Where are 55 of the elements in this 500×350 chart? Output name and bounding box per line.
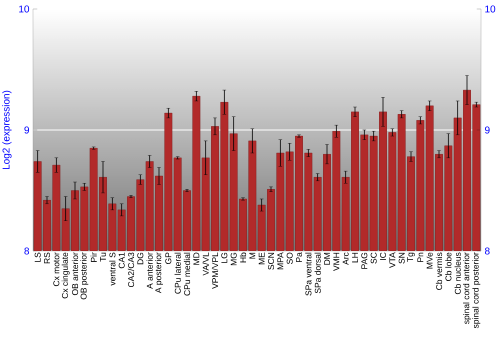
y-tick-label: 9 xyxy=(24,126,30,134)
x-tick-label: MG xyxy=(230,252,237,266)
x-tick-label: Tu xyxy=(100,252,106,262)
x-tick-label: Tg xyxy=(407,252,415,262)
x-tick-label: SN xyxy=(398,252,405,264)
x-tick-label: LG xyxy=(221,252,228,263)
x-tick-label: GP xyxy=(165,252,172,264)
x-tick-label: VMH xyxy=(333,252,340,271)
x-tick-label: CPu medial xyxy=(184,252,190,296)
x-tick-label: M xyxy=(249,252,256,259)
x-tick-label: SO xyxy=(286,252,293,264)
x-tick-label: Cx cingulate xyxy=(62,252,70,298)
y2-tick-label: 8 xyxy=(484,247,490,255)
x-tick-label: OB posterior xyxy=(80,252,88,300)
x-tick-label: DM xyxy=(324,252,330,265)
x-tick-label: VPM/VPL xyxy=(212,252,218,289)
y2-tick-label: 10 xyxy=(485,5,496,13)
x-tick-label: A posterior xyxy=(155,252,163,294)
x-tick-label: spinal cord anterior xyxy=(463,252,471,324)
y-tick-label: 8 xyxy=(24,247,30,255)
x-tick-label: SCN xyxy=(268,252,274,270)
x-tick-label: PAG xyxy=(361,252,368,269)
x-tick-label: MVe xyxy=(426,252,433,268)
x-tick-label: SPa dorsal xyxy=(314,252,321,294)
x-tick-label: MPA xyxy=(277,252,284,270)
x-tick-label: Cb lobe xyxy=(445,252,452,281)
x-tick-label: LH xyxy=(352,252,358,262)
y-tick-label: 10 xyxy=(19,5,30,13)
x-tick-label: SPa ventral xyxy=(305,252,312,296)
x-tick-label: Arc xyxy=(342,252,349,265)
x-tick-label: CA1 xyxy=(118,252,125,268)
y-axis-title: Log2 (expression) xyxy=(2,90,12,170)
x-tick-label: Cb nucleus xyxy=(454,252,461,294)
x-tick-label: Pn xyxy=(417,252,424,262)
x-tick-label: ventral S xyxy=(109,252,116,286)
x-tick-label: VTA xyxy=(389,252,396,268)
x-tick-label: VA/VL xyxy=(202,252,209,276)
x-tick-label: CPu lateral xyxy=(174,252,181,294)
x-tick-label: spinal cord posterior xyxy=(472,252,480,328)
x-tick-label: Pir xyxy=(90,252,97,262)
x-tick-label: IC xyxy=(380,252,386,260)
x-tick-label: MD xyxy=(193,252,200,265)
x-tick-label: ME xyxy=(258,252,265,264)
x-tick-label: Cb vermis xyxy=(436,252,442,290)
x-tick-label: Cx motor xyxy=(53,252,60,286)
x-tick-label: A anterior xyxy=(146,252,153,289)
x-tick-label: DG xyxy=(137,252,144,264)
x-tick-label: Hb xyxy=(240,252,246,262)
x-tick-label: OB anterior xyxy=(72,252,78,296)
x-tick-label: SC xyxy=(370,252,377,264)
y2-tick-label: 9 xyxy=(485,126,490,134)
x-tick-label: LS xyxy=(34,252,41,262)
x-tick-label: Pa xyxy=(296,252,302,262)
x-tick-label: CA2/CA3 xyxy=(128,252,134,288)
x-tick-label: RS xyxy=(44,252,50,264)
